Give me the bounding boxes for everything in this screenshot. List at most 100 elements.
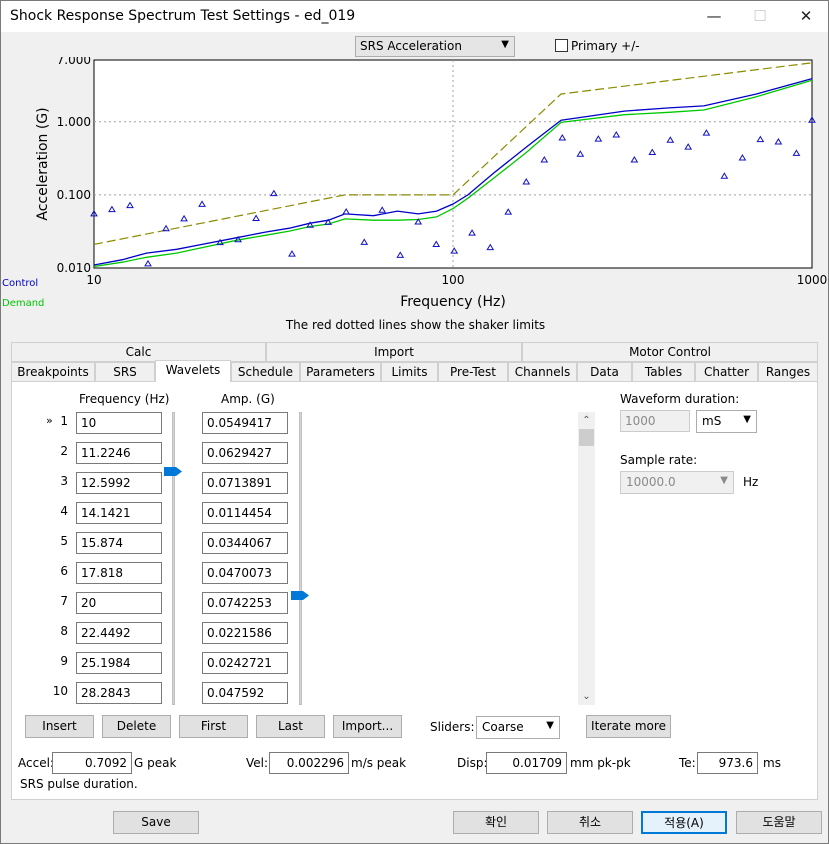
wavelet-marker bbox=[630, 156, 639, 163]
wavelet-marker bbox=[522, 178, 531, 185]
iterate-more-button[interactable]: Iterate more bbox=[586, 715, 671, 738]
row-number: 7 bbox=[60, 594, 68, 608]
wavelet-marker bbox=[378, 206, 387, 213]
frequency-input[interactable]: 22.4492 bbox=[76, 622, 162, 644]
chevron-down-icon: ▼ bbox=[720, 475, 728, 486]
scroll-thumb[interactable] bbox=[579, 429, 594, 446]
frequency-input[interactable]: 17.818 bbox=[76, 562, 162, 584]
last-button-label: Last bbox=[278, 719, 303, 733]
wavelet-marker bbox=[108, 205, 116, 213]
tab-limits[interactable]: Limits bbox=[381, 362, 438, 382]
current-row-marker: » bbox=[46, 414, 53, 427]
tab-chatter[interactable]: Chatter bbox=[695, 362, 758, 382]
amplitude-input[interactable]: 0.0221586 bbox=[202, 622, 288, 644]
sliders-select[interactable]: Coarse ▼ bbox=[476, 716, 560, 739]
tab-breakpoints[interactable]: Breakpoints bbox=[11, 362, 95, 382]
scroll-up-icon[interactable]: ⌃ bbox=[582, 415, 591, 426]
tab-calc[interactable]: Calc bbox=[11, 342, 266, 362]
y-tick-label: 1.000 bbox=[57, 115, 91, 129]
amplitude-input[interactable]: 0.0470073 bbox=[202, 562, 288, 584]
tab-parameters[interactable]: Parameters bbox=[300, 362, 381, 382]
amplitude-header: Amp. (G) bbox=[221, 392, 275, 406]
frequency-input[interactable]: 10 bbox=[76, 412, 162, 434]
wavelet-marker bbox=[792, 149, 801, 156]
ok-button-label: 확인 bbox=[484, 815, 508, 829]
sample-rate-select[interactable]: 10000.0 ▼ bbox=[620, 471, 734, 494]
wavelet-marker bbox=[324, 218, 333, 225]
amplitude-input[interactable]: 0.0549417 bbox=[202, 412, 288, 434]
minimize-icon[interactable]: — bbox=[706, 7, 722, 25]
chart-type-select[interactable]: SRS Acceleration ▼ bbox=[355, 36, 515, 57]
amplitude-slider-thumb[interactable] bbox=[291, 590, 309, 601]
tab-data[interactable]: Data bbox=[577, 362, 632, 382]
ok-button[interactable]: 확인 bbox=[453, 811, 539, 834]
waveform-duration-input[interactable]: 1000 bbox=[620, 410, 690, 432]
amplitude-input[interactable]: 0.0629427 bbox=[202, 442, 288, 464]
insert-button[interactable]: Insert bbox=[25, 715, 94, 738]
legend-demand: Demand bbox=[2, 298, 45, 309]
close-icon[interactable]: ✕ bbox=[799, 7, 813, 25]
save-button[interactable]: Save bbox=[113, 811, 199, 834]
amplitude-input[interactable]: 0.0344067 bbox=[202, 532, 288, 554]
amplitude-input[interactable]: 0.0713891 bbox=[202, 472, 288, 494]
tab-srs[interactable]: SRS bbox=[95, 362, 155, 382]
grid-scrollbar[interactable]: ⌃ ⌄ bbox=[578, 412, 595, 705]
row-number: 8 bbox=[60, 624, 68, 638]
help-button[interactable]: 도움말 bbox=[736, 811, 822, 834]
limit-series-line bbox=[93, 62, 813, 245]
wavelet-marker bbox=[808, 116, 816, 123]
wavelet-marker bbox=[666, 136, 675, 143]
sample-rate-label: Sample rate: bbox=[620, 453, 698, 467]
wavelet-marker bbox=[648, 148, 657, 156]
primary-checkbox-label: Primary +/- bbox=[571, 39, 640, 53]
import-button[interactable]: Import... bbox=[333, 715, 402, 738]
primary-checkbox[interactable]: Primary +/- bbox=[555, 39, 640, 53]
frequency-slider-thumb[interactable] bbox=[164, 466, 182, 477]
amplitude-input[interactable]: 0.0242721 bbox=[202, 652, 288, 674]
frequency-header: Frequency (Hz) bbox=[79, 392, 170, 406]
scroll-down-icon[interactable]: ⌄ bbox=[582, 691, 591, 702]
tab-channels[interactable]: Channels bbox=[508, 362, 577, 382]
tab-tables[interactable]: Tables bbox=[632, 362, 695, 382]
frequency-input[interactable]: 28.2843 bbox=[76, 682, 162, 704]
frequency-input[interactable]: 15.874 bbox=[76, 532, 162, 554]
last-button[interactable]: Last bbox=[256, 715, 325, 738]
tab-pre-test[interactable]: Pre-Test bbox=[438, 362, 508, 382]
frequency-input[interactable]: 25.1984 bbox=[76, 652, 162, 674]
amplitude-slider-track[interactable] bbox=[299, 412, 302, 705]
wavelet-marker bbox=[396, 251, 405, 258]
amplitude-input[interactable]: 0.0742253 bbox=[202, 592, 288, 614]
tab-wavelets[interactable]: Wavelets bbox=[155, 360, 231, 382]
tab-schedule[interactable]: Schedule bbox=[231, 362, 300, 382]
tab-motor-control[interactable]: Motor Control bbox=[522, 342, 818, 362]
demand-series-line bbox=[93, 79, 813, 268]
wavelet-marker bbox=[774, 137, 783, 145]
checkbox-icon bbox=[555, 39, 568, 52]
first-button[interactable]: First bbox=[179, 715, 248, 738]
wavelet-marker bbox=[504, 208, 513, 215]
waveform-unit-select[interactable]: mS ▼ bbox=[696, 410, 757, 433]
tab-ranges[interactable]: Ranges bbox=[758, 362, 818, 382]
wavelet-marker bbox=[269, 189, 278, 197]
cancel-button-label: 취소 bbox=[578, 815, 602, 829]
apply-button[interactable]: 적용(A) bbox=[641, 811, 727, 834]
frequency-input[interactable]: 14.1421 bbox=[76, 502, 162, 524]
chevron-down-icon: ▼ bbox=[743, 414, 751, 425]
frequency-input[interactable]: 11.2246 bbox=[76, 442, 162, 464]
accel-unit: G peak bbox=[134, 756, 177, 770]
cancel-button[interactable]: 취소 bbox=[547, 811, 633, 834]
row-number: 10 bbox=[52, 684, 68, 698]
frequency-slider-track[interactable] bbox=[172, 412, 175, 705]
delete-button-label: Delete bbox=[116, 719, 157, 733]
amplitude-input[interactable]: 0.047592 bbox=[202, 682, 288, 704]
delete-button[interactable]: Delete bbox=[102, 715, 171, 738]
amplitude-input[interactable]: 0.0114454 bbox=[202, 502, 288, 524]
wavelet-marker bbox=[450, 247, 459, 254]
apply-button-label: 적용(A) bbox=[664, 816, 704, 830]
wavelet-marker bbox=[198, 200, 206, 207]
tab-import[interactable]: Import bbox=[266, 342, 522, 362]
frequency-input[interactable]: 20 bbox=[76, 592, 162, 614]
frequency-input[interactable]: 12.5992 bbox=[76, 472, 162, 494]
wavelet-marker bbox=[738, 153, 747, 161]
maximize-icon[interactable]: ☐ bbox=[753, 7, 767, 25]
